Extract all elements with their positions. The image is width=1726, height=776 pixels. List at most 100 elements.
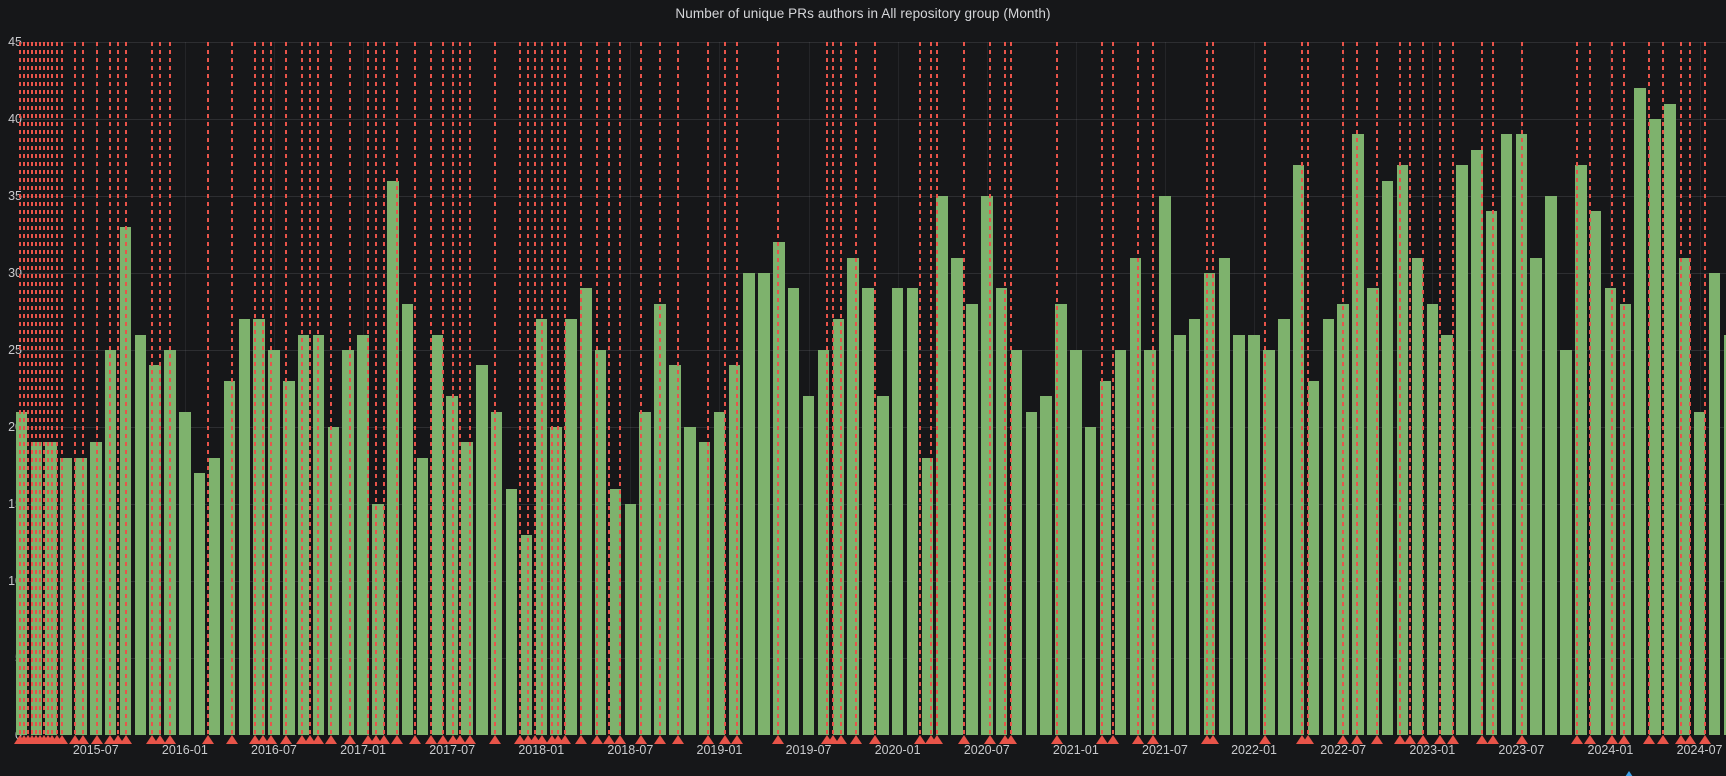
bar[interactable] bbox=[1634, 88, 1646, 735]
annotation-line[interactable] bbox=[777, 42, 779, 735]
annotation-marker-icon[interactable] bbox=[1302, 735, 1314, 744]
annotation-line[interactable] bbox=[125, 42, 127, 735]
bar[interactable] bbox=[743, 273, 755, 735]
bar[interactable] bbox=[1367, 288, 1379, 735]
annotation-line[interactable] bbox=[855, 42, 857, 735]
annotation-marker-icon[interactable] bbox=[378, 735, 390, 744]
bar[interactable] bbox=[1144, 350, 1156, 735]
annotation-marker-icon[interactable] bbox=[702, 735, 714, 744]
annotation-marker-icon[interactable] bbox=[603, 735, 615, 744]
annotation-marker-icon[interactable] bbox=[1371, 735, 1383, 744]
annotation-marker-icon[interactable] bbox=[1404, 735, 1416, 744]
annotation-line[interactable] bbox=[375, 42, 377, 735]
annotation-line[interactable] bbox=[640, 42, 642, 735]
annotation-line[interactable] bbox=[1212, 42, 1214, 735]
bar[interactable] bbox=[1545, 196, 1557, 735]
annotation-marker-icon[interactable] bbox=[1417, 735, 1429, 744]
bar[interactable] bbox=[1352, 134, 1364, 735]
bar[interactable] bbox=[847, 257, 859, 735]
bar[interactable] bbox=[1664, 103, 1676, 735]
bar[interactable] bbox=[45, 442, 57, 735]
bar[interactable] bbox=[1188, 319, 1201, 735]
annotation-line[interactable] bbox=[608, 42, 610, 735]
annotation-marker-icon[interactable] bbox=[850, 735, 862, 744]
annotation-marker-icon[interactable] bbox=[1618, 735, 1630, 744]
bar[interactable] bbox=[297, 334, 310, 735]
annotation-marker-icon[interactable] bbox=[120, 735, 132, 744]
annotation-marker-icon[interactable] bbox=[552, 735, 564, 744]
annotation-marker-icon[interactable] bbox=[1571, 735, 1583, 744]
bar[interactable] bbox=[461, 442, 473, 735]
annotation-marker-icon[interactable] bbox=[437, 735, 449, 744]
annotation-marker-icon[interactable] bbox=[1606, 735, 1618, 744]
annotation-marker-icon[interactable] bbox=[575, 735, 587, 744]
annotation-marker-icon[interactable] bbox=[536, 735, 548, 744]
annotation-line[interactable] bbox=[442, 42, 444, 735]
annotation-line[interactable] bbox=[43, 42, 45, 735]
annotation-line[interactable] bbox=[659, 42, 661, 735]
annotation-line[interactable] bbox=[1439, 42, 1441, 735]
annotation-marker-icon[interactable] bbox=[304, 735, 316, 744]
annotation-line[interactable] bbox=[1680, 42, 1682, 735]
annotation-line[interactable] bbox=[619, 42, 621, 735]
annotation-line[interactable] bbox=[919, 42, 921, 735]
annotation-marker-icon[interactable] bbox=[1447, 735, 1459, 744]
annotation-marker-icon[interactable] bbox=[1351, 735, 1363, 744]
annotation-marker-icon[interactable] bbox=[425, 735, 437, 744]
annotation-marker-icon[interactable] bbox=[454, 735, 466, 744]
annotation-marker-icon[interactable] bbox=[265, 735, 277, 744]
annotation-line[interactable] bbox=[35, 42, 37, 735]
annotation-marker-icon[interactable] bbox=[1684, 735, 1696, 744]
bar[interactable] bbox=[60, 457, 72, 735]
bar[interactable] bbox=[1500, 134, 1513, 735]
bar[interactable] bbox=[476, 365, 488, 735]
annotation-line[interactable] bbox=[1399, 42, 1401, 735]
bar[interactable] bbox=[1456, 165, 1468, 735]
bar[interactable] bbox=[1604, 288, 1617, 735]
bar[interactable] bbox=[387, 180, 399, 735]
annotation-line[interactable] bbox=[1152, 42, 1154, 735]
annotation-marker-icon[interactable] bbox=[296, 735, 308, 744]
bar[interactable] bbox=[1560, 350, 1572, 735]
annotation-line[interactable] bbox=[527, 42, 529, 735]
annotation-marker-icon[interactable] bbox=[958, 735, 970, 744]
annotation-line[interactable] bbox=[117, 42, 119, 735]
bar[interactable] bbox=[906, 288, 919, 735]
bar[interactable] bbox=[134, 334, 147, 735]
annotation-line[interactable] bbox=[1056, 42, 1058, 735]
annotation-line[interactable] bbox=[1137, 42, 1139, 735]
annotation-line[interactable] bbox=[1689, 42, 1691, 735]
annotation-marker-icon[interactable] bbox=[226, 735, 238, 744]
annotation-marker-icon[interactable] bbox=[146, 735, 158, 744]
bar[interactable] bbox=[283, 380, 295, 735]
bar[interactable] bbox=[684, 427, 696, 735]
bar[interactable] bbox=[713, 411, 726, 735]
annotation-line[interactable] bbox=[541, 42, 543, 735]
bar[interactable] bbox=[357, 334, 369, 735]
annotation-line[interactable] bbox=[963, 42, 965, 735]
annotation-line[interactable] bbox=[1376, 42, 1378, 735]
annotation-marker-icon[interactable] bbox=[1005, 735, 1017, 744]
bar[interactable] bbox=[1485, 211, 1498, 735]
bar[interactable] bbox=[1649, 119, 1661, 735]
bar[interactable] bbox=[728, 365, 741, 735]
annotation-marker-icon[interactable] bbox=[164, 735, 176, 744]
annotation-line[interactable] bbox=[56, 42, 58, 735]
annotation-marker-icon[interactable] bbox=[69, 735, 81, 744]
bar[interactable] bbox=[1530, 257, 1542, 735]
bar[interactable] bbox=[609, 488, 622, 735]
annotation-line[interactable] bbox=[874, 42, 876, 735]
bar[interactable] bbox=[802, 396, 815, 735]
annotation-marker-icon[interactable] bbox=[202, 735, 214, 744]
bar[interactable] bbox=[253, 319, 265, 735]
annotation-marker-icon[interactable] bbox=[719, 735, 731, 744]
bar[interactable] bbox=[639, 411, 651, 735]
annotation-marker-icon[interactable] bbox=[280, 735, 292, 744]
annotation-line[interactable] bbox=[1004, 42, 1006, 735]
bar[interactable] bbox=[817, 350, 830, 735]
annotation-marker-icon[interactable] bbox=[1147, 735, 1159, 744]
bar[interactable] bbox=[1589, 211, 1602, 735]
annotation-line[interactable] bbox=[262, 42, 264, 735]
bar[interactable] bbox=[520, 534, 533, 735]
annotation-line[interactable] bbox=[19, 42, 21, 735]
